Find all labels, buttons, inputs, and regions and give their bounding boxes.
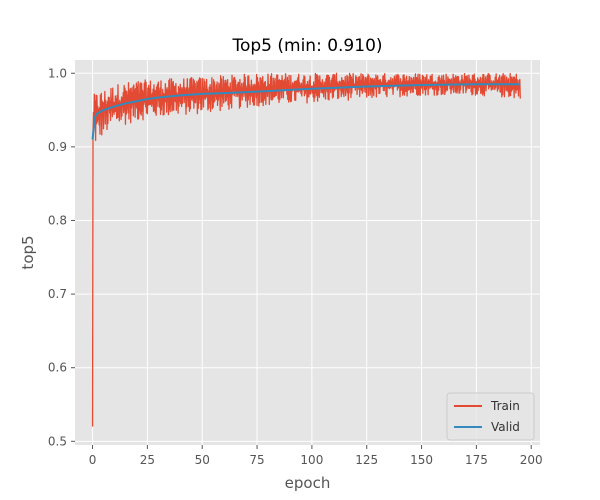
legend-label: Valid [491, 420, 520, 434]
y-tick-label: 0.8 [48, 213, 67, 227]
series-layer [91, 72, 521, 427]
y-tick-label: 0.7 [48, 287, 67, 301]
grid [75, 60, 540, 445]
legend-label: Train [490, 399, 520, 413]
y-axis-title: top5 [19, 235, 37, 269]
x-axis-title: epoch [285, 474, 331, 492]
axis-ticks: 0 25 50 75 100 125 150 175 200 0.5 0.6 0.7 0.8 0.9 1.0 [48, 66, 543, 467]
y-tick-label: 0.5 [48, 434, 67, 448]
train-series-line [91, 72, 521, 427]
x-tick-label: 175 [465, 453, 488, 467]
valid-series-line [91, 83, 521, 140]
chart-title: Top5 (min: 0.910) [231, 36, 382, 56]
y-tick-label: 1.0 [48, 66, 67, 80]
x-tick-label: 25 [140, 453, 155, 467]
x-tick-label: 50 [195, 453, 210, 467]
x-tick-label: 200 [520, 453, 543, 467]
x-tick-label: 150 [410, 453, 433, 467]
y-tick-label: 0.6 [48, 361, 67, 375]
y-tick-label: 0.9 [48, 140, 67, 154]
x-tick-label: 100 [300, 453, 323, 467]
x-tick-label: 0 [89, 453, 97, 467]
x-tick-label: 125 [355, 453, 378, 467]
plot-area [75, 60, 540, 445]
x-tick-label: 75 [249, 453, 264, 467]
legend: Train Valid [446, 392, 535, 441]
legend-box [446, 392, 535, 441]
